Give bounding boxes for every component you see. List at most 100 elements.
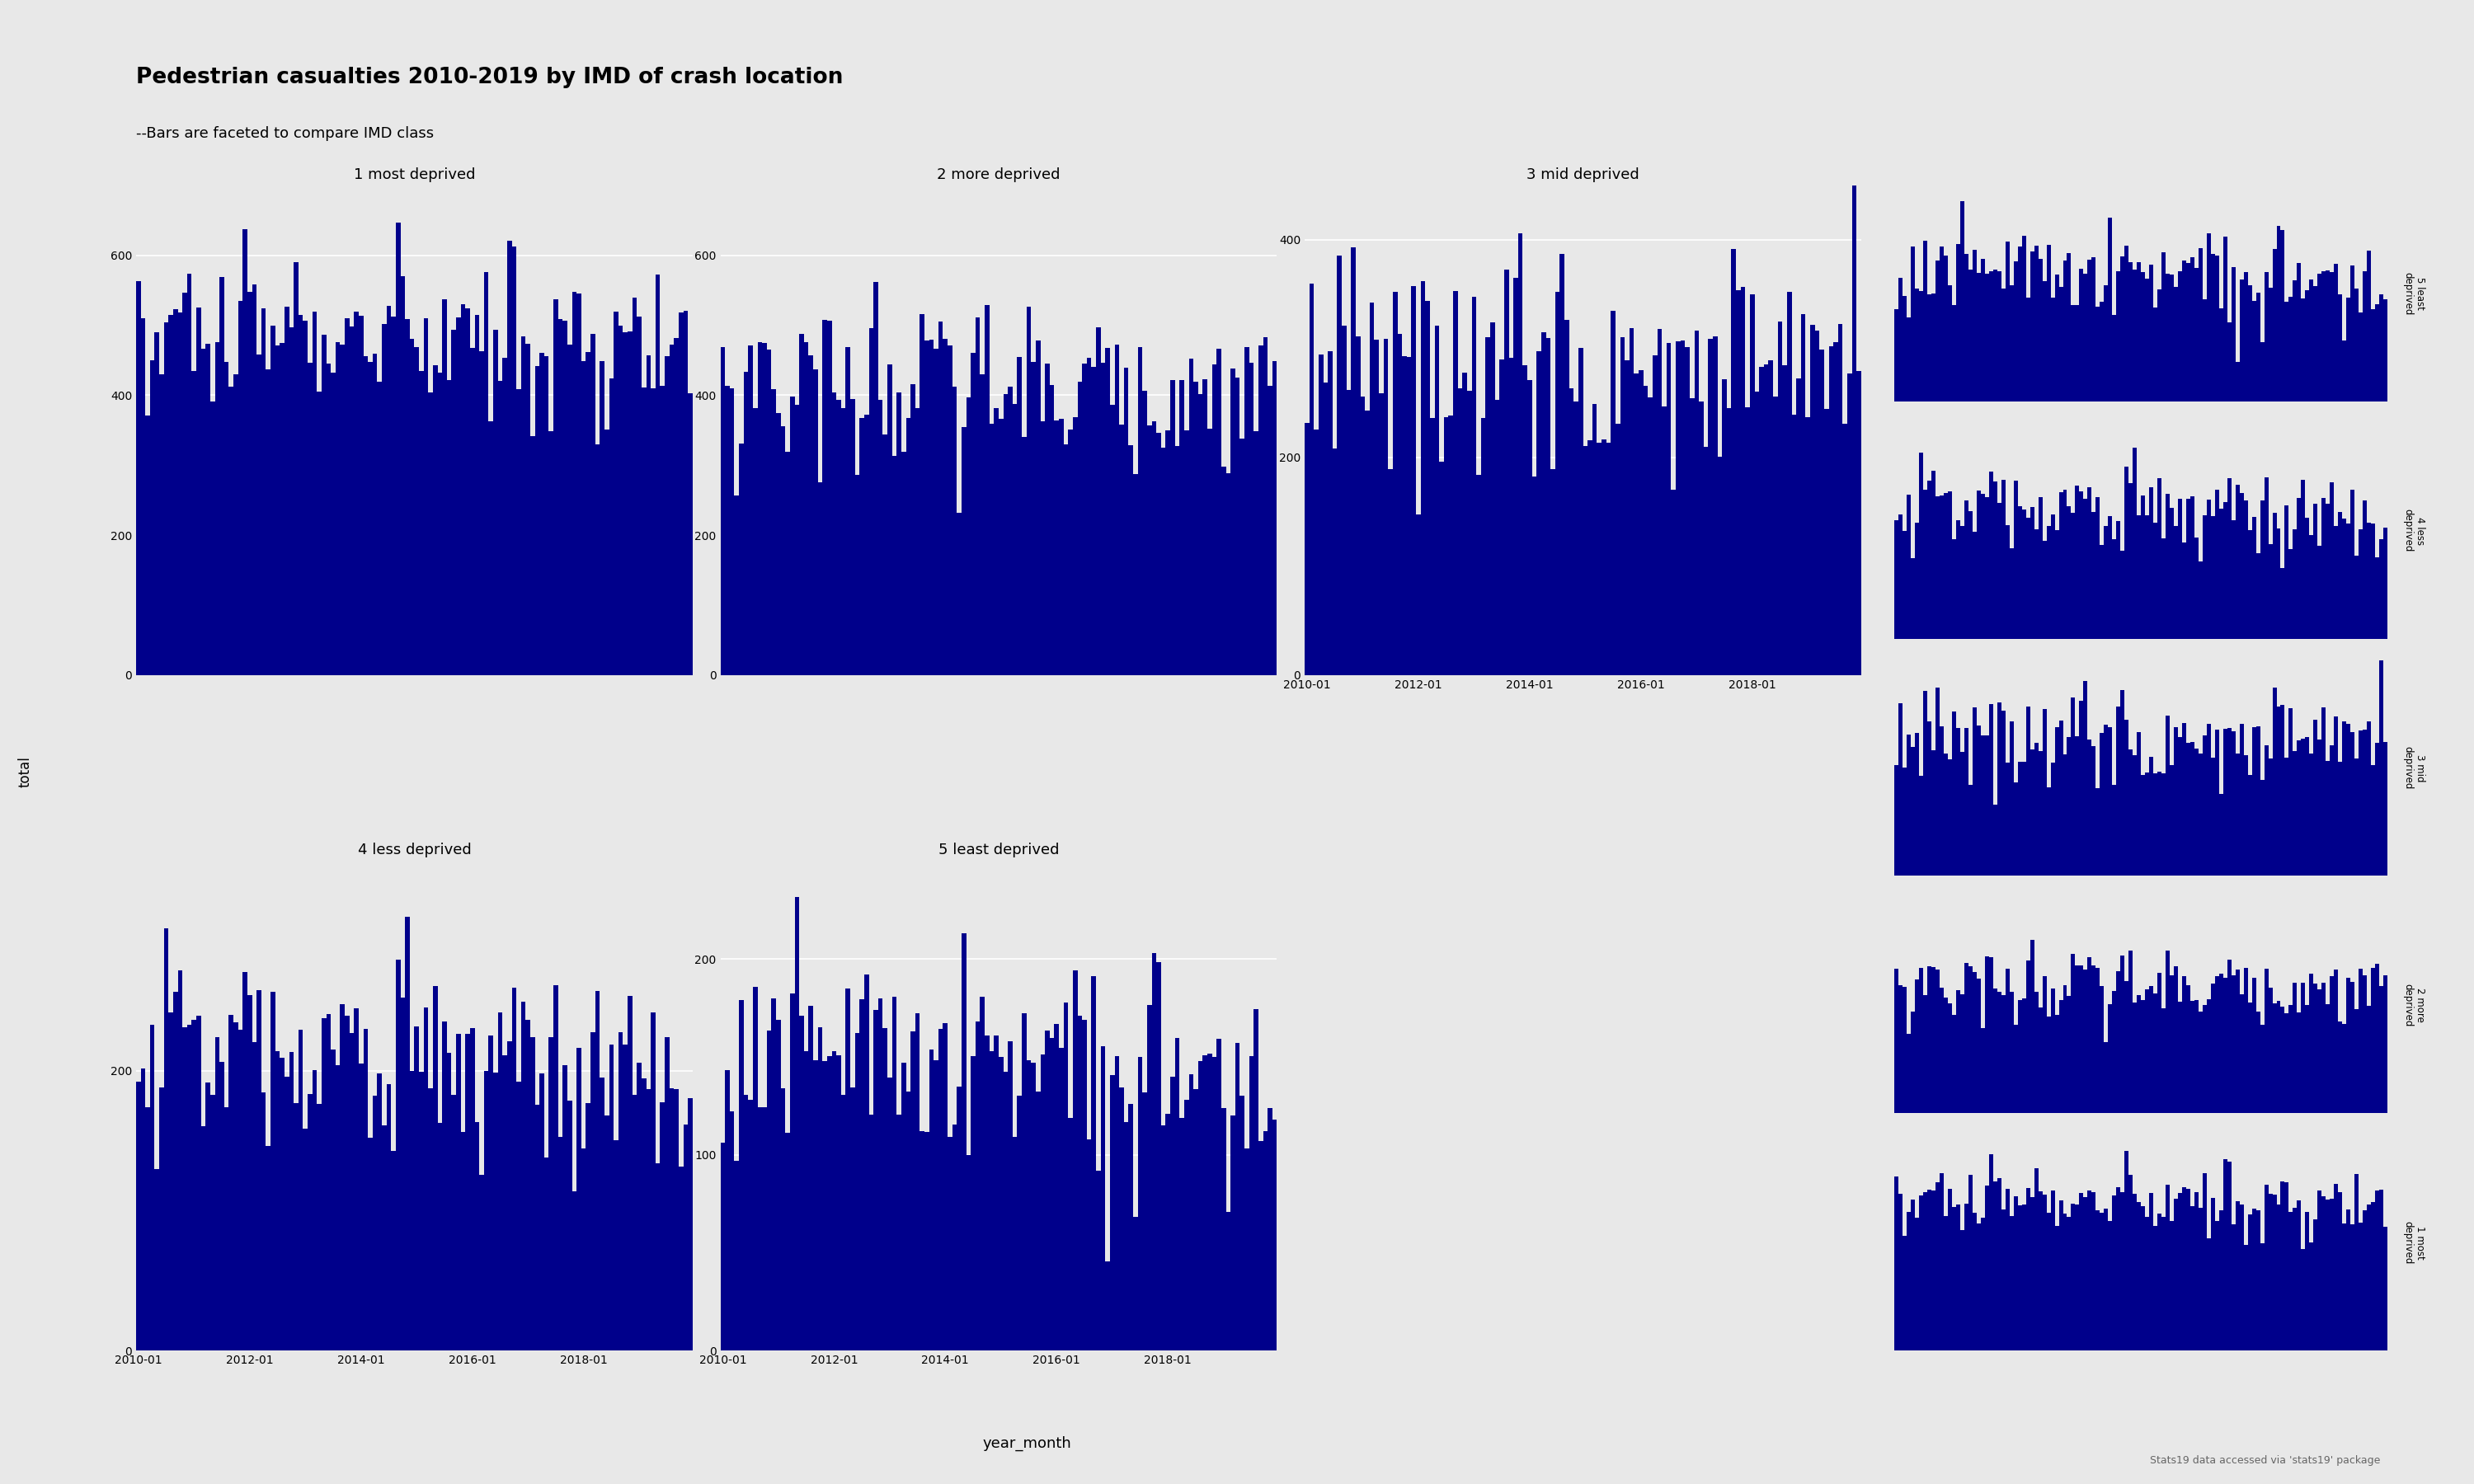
Bar [2321, 499, 2326, 638]
Bar [270, 325, 275, 675]
Bar [1749, 294, 1754, 675]
Bar [846, 347, 851, 675]
Bar [247, 994, 252, 1350]
Bar [2308, 279, 2313, 401]
Bar [995, 1036, 999, 1350]
Bar [1806, 417, 1811, 675]
Bar [428, 1088, 433, 1350]
Bar [730, 1112, 735, 1350]
Bar [487, 1036, 492, 1350]
Bar [2138, 996, 2140, 1113]
Bar [153, 1169, 158, 1350]
Bar [2001, 1209, 2006, 1350]
Bar [1907, 318, 1910, 401]
Bar [2063, 1214, 2066, 1350]
Bar [502, 358, 507, 675]
Title: 3 mid deprived: 3 mid deprived [1526, 168, 1640, 183]
Bar [2103, 527, 2108, 638]
Bar [1235, 378, 1239, 675]
Bar [465, 1033, 470, 1350]
Bar [1116, 1057, 1118, 1350]
Bar [2009, 285, 2014, 401]
Bar [930, 1049, 933, 1350]
Bar [1994, 804, 1997, 876]
Bar [1101, 364, 1106, 675]
Bar [2103, 724, 2108, 876]
Bar [1945, 997, 1947, 1113]
Bar [2078, 491, 2083, 638]
Bar [1969, 785, 1972, 876]
Bar [1977, 978, 1982, 1113]
Bar [901, 451, 905, 675]
Bar [2001, 288, 2006, 401]
Bar [2251, 301, 2256, 401]
Bar [438, 1123, 443, 1350]
Bar [507, 240, 512, 675]
Bar [1017, 356, 1022, 675]
Bar [2063, 490, 2066, 638]
Bar [2152, 1226, 2157, 1350]
Bar [2182, 723, 2187, 876]
Bar [2034, 530, 2039, 638]
Bar [1239, 1095, 1244, 1350]
Bar [2056, 727, 2058, 876]
Bar [312, 312, 317, 675]
Bar [2256, 727, 2261, 876]
Bar [2199, 754, 2202, 876]
Bar [1267, 386, 1272, 675]
Bar [294, 263, 299, 675]
Bar [2187, 985, 2189, 1113]
Bar [2368, 721, 2370, 876]
Bar [2207, 233, 2212, 401]
Bar [2170, 975, 2175, 1113]
Bar [1997, 503, 2001, 638]
Bar [1744, 408, 1749, 675]
Bar [151, 1025, 153, 1350]
Bar [163, 929, 168, 1350]
Bar [599, 361, 604, 675]
Bar [1230, 1114, 1235, 1350]
Bar [2214, 730, 2219, 876]
Bar [2113, 539, 2115, 638]
Bar [1670, 490, 1675, 675]
Bar [2261, 1024, 2264, 1113]
Bar [396, 960, 401, 1350]
Bar [2189, 497, 2194, 638]
Bar [2382, 527, 2387, 638]
Bar [2083, 1198, 2088, 1350]
Bar [270, 991, 275, 1350]
Bar [1235, 1043, 1239, 1350]
Bar [1695, 331, 1700, 675]
Bar [1969, 270, 1972, 401]
Bar [2056, 530, 2058, 638]
Bar [2345, 978, 2350, 1113]
Bar [2019, 1000, 2021, 1113]
Bar [517, 1082, 522, 1350]
Bar [2031, 508, 2034, 638]
Bar [1484, 337, 1489, 675]
Bar [238, 1030, 242, 1350]
Bar [1754, 392, 1759, 675]
Bar [151, 361, 153, 675]
Bar [1705, 447, 1707, 675]
Bar [1977, 1223, 1982, 1350]
Bar [2375, 743, 2380, 876]
Bar [1227, 473, 1230, 675]
Bar [2264, 969, 2269, 1113]
Bar [1945, 754, 1947, 876]
Bar [1329, 350, 1333, 675]
Bar [534, 1104, 539, 1350]
Bar [2157, 478, 2162, 638]
Bar [2232, 267, 2236, 401]
Bar [2308, 754, 2313, 876]
Bar [2343, 519, 2345, 638]
Bar [948, 1137, 952, 1350]
Bar [2034, 742, 2039, 876]
Bar [2165, 1184, 2170, 1350]
Bar [1341, 325, 1346, 675]
Bar [1935, 260, 1940, 401]
Bar [2355, 758, 2358, 876]
Bar [480, 1175, 485, 1350]
Bar [2261, 343, 2264, 401]
Bar [1091, 367, 1096, 675]
